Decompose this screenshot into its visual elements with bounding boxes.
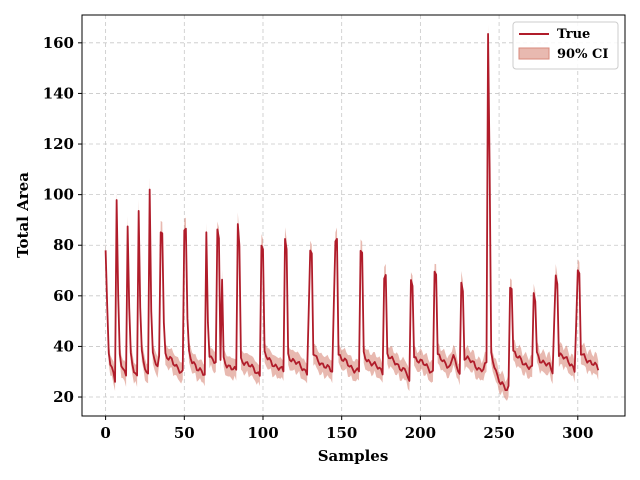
plot-background [82, 15, 625, 416]
grid-lines [82, 15, 625, 416]
y-tick-label: 140 [43, 84, 74, 102]
x-axis-label: Samples [318, 447, 389, 465]
y-tick-label: 40 [53, 337, 74, 355]
x-tick-label: 200 [405, 424, 436, 442]
axis-ticks: 0 50 100 150 200 250 300 20 40 60 80 100 120 140 160 [43, 34, 594, 442]
legend-ci-label: 90% CI [557, 47, 608, 62]
plot-frame [81, 14, 626, 417]
y-tick-label: 160 [43, 34, 74, 52]
y-tick-label: 80 [53, 236, 74, 254]
y-tick-label: 100 [43, 186, 74, 204]
true-line [104, 32, 600, 392]
x-tick-label: 300 [562, 424, 593, 442]
x-tick-label: 100 [247, 424, 278, 442]
legend-true-label: True [557, 27, 590, 42]
legend-ci-swatch [518, 47, 550, 60]
y-tick-label: 120 [43, 135, 74, 153]
y-tick-label: 60 [53, 287, 74, 305]
legend: True 90% CI [512, 21, 619, 70]
y-tick-label: 20 [53, 388, 74, 406]
x-tick-label: 150 [326, 424, 357, 442]
x-tick-label: 0 [100, 424, 110, 442]
x-tick-label: 250 [483, 424, 514, 442]
x-tick-label: 50 [174, 424, 195, 442]
y-axis-label: Total Area [14, 172, 32, 258]
true-line-layer [104, 32, 600, 392]
